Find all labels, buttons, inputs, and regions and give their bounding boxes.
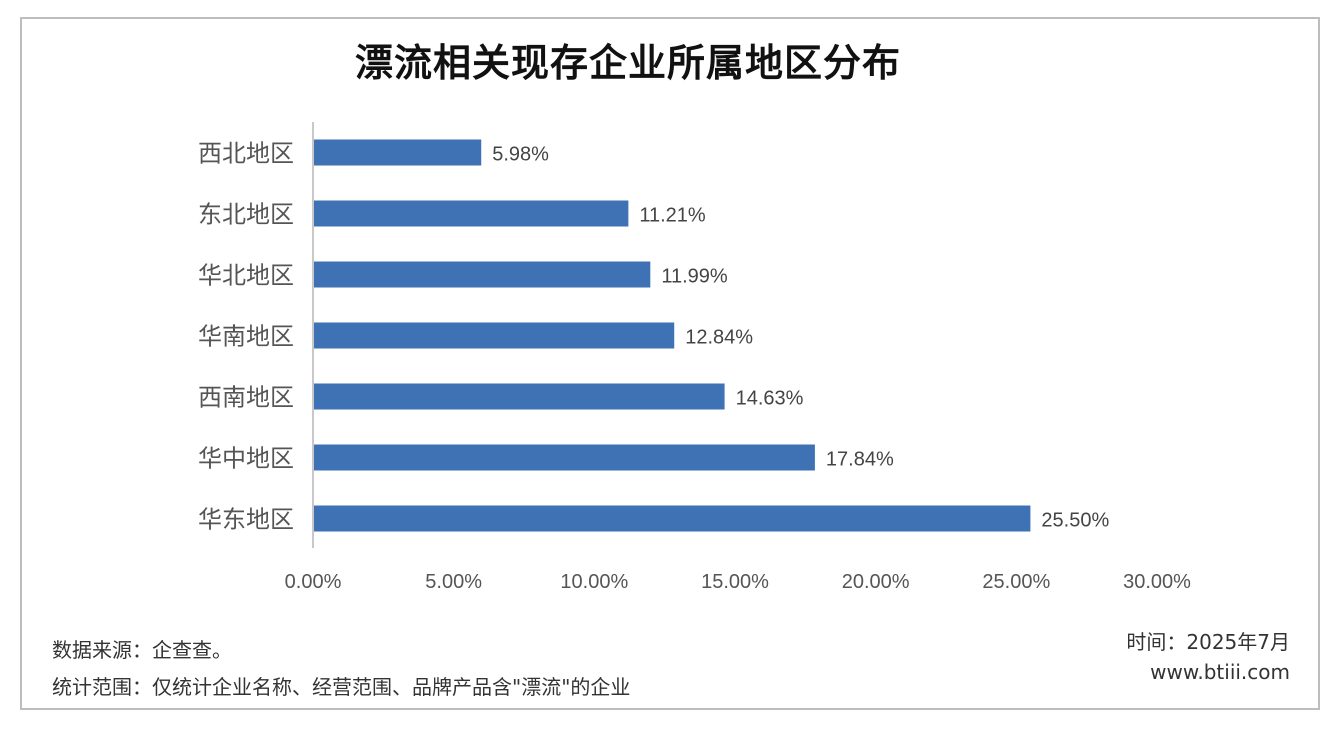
- chart-title: 漂流相关现存企业所属地区分布: [354, 41, 901, 85]
- x-tick-label: 5.00%: [425, 571, 482, 593]
- category-label: 东北地区: [198, 201, 294, 229]
- data-source-note: 数据来源：企查查。: [52, 638, 232, 662]
- value-label: 11.21%: [639, 205, 706, 227]
- value-label: 17.84%: [826, 449, 894, 471]
- category-label: 华东地区: [198, 506, 294, 534]
- bar: [314, 505, 1031, 532]
- category-label: 西北地区: [198, 140, 294, 168]
- x-tick-label: 30.00%: [1123, 571, 1191, 593]
- bar: [314, 322, 675, 349]
- bar: [314, 261, 651, 288]
- x-tick-label: 10.00%: [560, 571, 628, 593]
- x-tick-label: 25.00%: [982, 571, 1050, 593]
- bar: [314, 200, 629, 227]
- bars-group: [314, 139, 1031, 532]
- website-link[interactable]: www.btiii.com: [1150, 660, 1290, 684]
- bar: [314, 444, 815, 471]
- bar: [314, 139, 482, 166]
- x-tick-label: 20.00%: [842, 571, 910, 593]
- value-label: 14.63%: [736, 388, 804, 410]
- category-label: 华中地区: [198, 445, 294, 473]
- category-label: 华南地区: [198, 323, 294, 351]
- x-tick-label: 0.00%: [285, 571, 342, 593]
- value-label: 12.84%: [685, 327, 753, 349]
- chart-frame: [20, 17, 1320, 710]
- category-label: 华北地区: [198, 262, 294, 290]
- value-label: 25.50%: [1041, 510, 1109, 532]
- statistics-scope-note: 统计范围：仅统计企业名称、经营范围、品牌产品含"漂流"的企业: [52, 675, 631, 699]
- bar: [314, 383, 725, 410]
- x-tick-label: 15.00%: [701, 571, 769, 593]
- x-tick-labels-group: 0.00% 5.00% 10.00% 15.00% 20.00% 25.00% 30.00%: [285, 571, 1191, 593]
- value-labels-group: 5.98% 11.21% 11.99% 12.84% 14.63% 17.84% 25.50…: [492, 144, 1109, 532]
- value-label: 5.98%: [492, 144, 549, 166]
- value-label: 11.99%: [661, 266, 728, 288]
- category-label: 西南地区: [198, 384, 294, 412]
- time-note: 时间：2025年7月: [1126, 630, 1290, 654]
